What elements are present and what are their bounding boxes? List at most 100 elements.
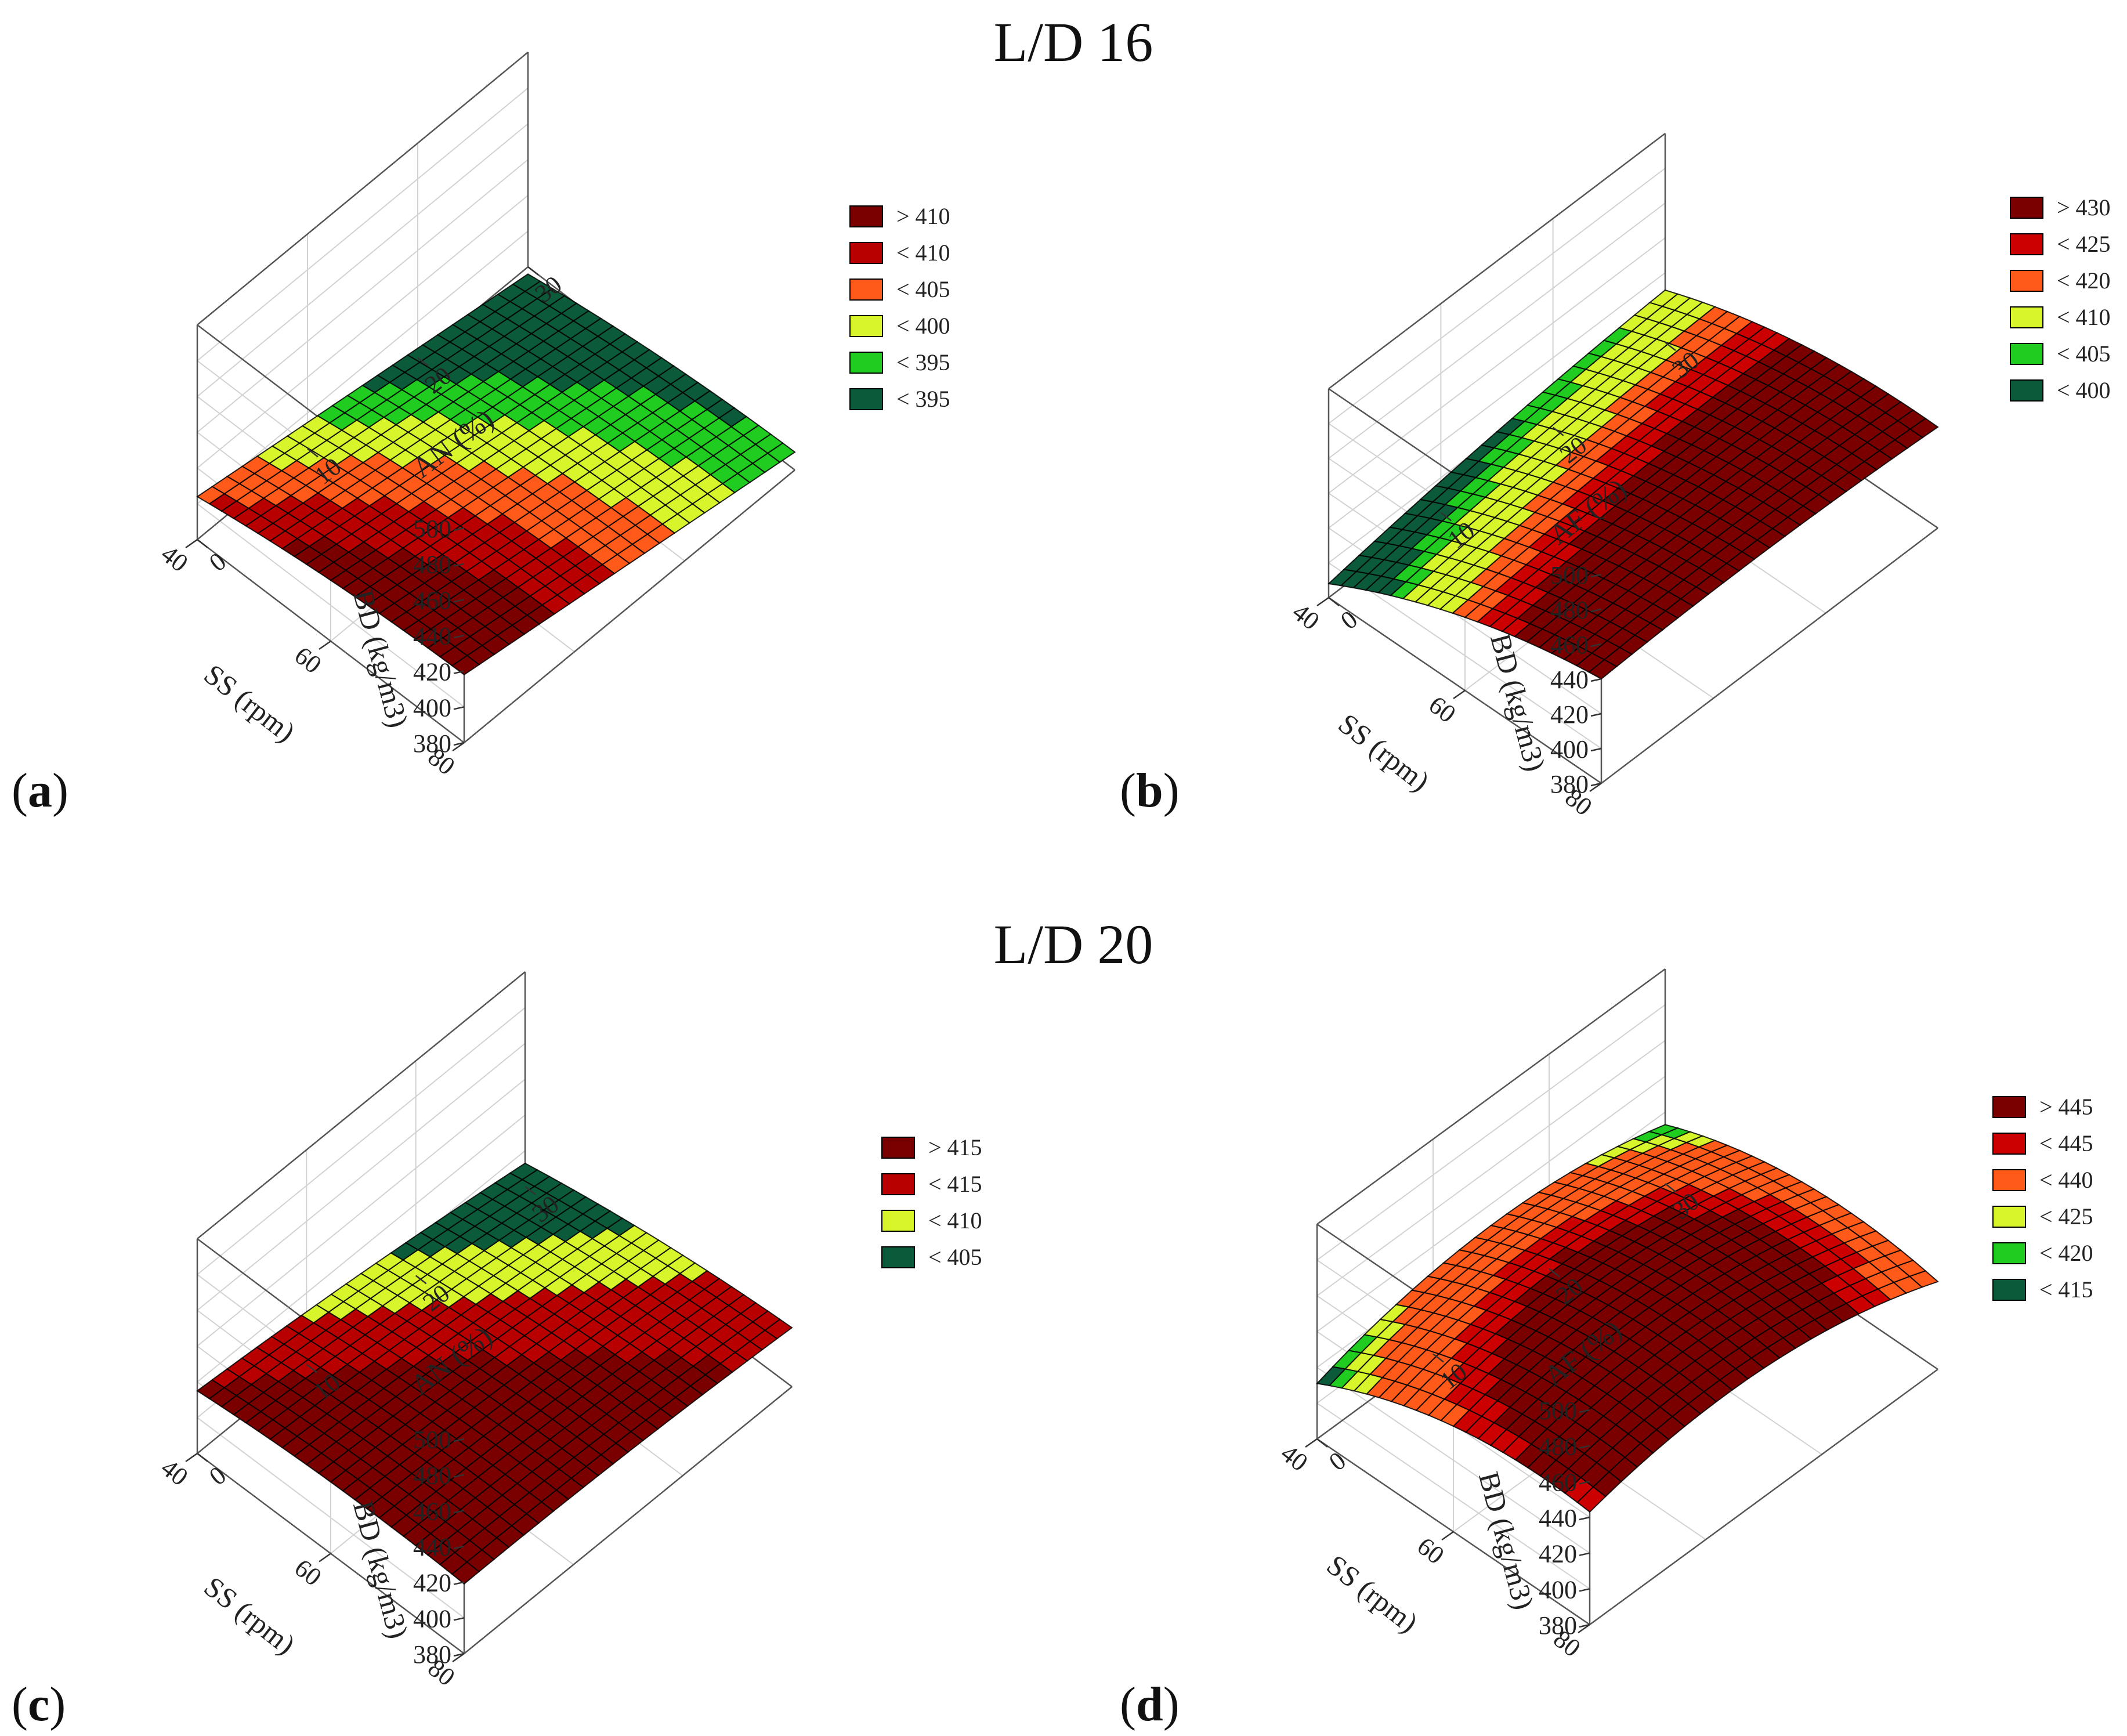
legend-label: < 420: [2057, 267, 2111, 294]
legend-swatch: [849, 388, 883, 410]
z-tick-label: 480: [413, 1462, 451, 1490]
z-tick-label: 420: [413, 1569, 451, 1597]
z-tick-label: 440: [413, 622, 451, 650]
legend-swatch: [2010, 343, 2043, 365]
z-tick-label: 400: [413, 693, 451, 722]
legend-label: < 395: [896, 349, 950, 375]
z-tick-label: 420: [1550, 700, 1589, 729]
legend-swatch: [1992, 1279, 2026, 1301]
y-tick-label: 60: [290, 1553, 327, 1592]
legend-swatch: [1992, 1133, 2026, 1155]
y-tick-label: 40: [156, 1453, 194, 1492]
z-tick-label: 440: [1550, 666, 1589, 694]
legend-swatch: [2010, 379, 2043, 402]
legend-swatch: [849, 352, 883, 374]
legend-swatch: [881, 1173, 915, 1195]
y-axis-label: SS (rpm): [1333, 707, 1436, 798]
z-tick-label: 480: [1550, 596, 1589, 624]
z-tick-label: 400: [1539, 1575, 1577, 1604]
z-tick-label: 500: [1539, 1397, 1577, 1425]
z-tick-label: 380: [413, 729, 451, 758]
z-tick-label: 500: [413, 1426, 451, 1454]
z-tick-label: 380: [413, 1640, 451, 1669]
legend-swatch: [881, 1210, 915, 1232]
legend-label: < 410: [928, 1207, 982, 1234]
panel-letter: (a): [12, 764, 68, 818]
legend-swatch: [881, 1137, 915, 1159]
z-tick-label: 380: [1550, 770, 1589, 798]
z-tick-label: 460: [413, 586, 451, 614]
legend-label: < 400: [896, 313, 950, 339]
legend: > 445 < 445 < 440 < 425 < 420 < 415: [1992, 1094, 2093, 1303]
legend-label: < 415: [928, 1171, 982, 1197]
surface-cell: [509, 1162, 538, 1181]
z-tick-label: 420: [1539, 1540, 1577, 1568]
section-title-ld16: L/D 16: [994, 11, 1153, 73]
panel-letter: (c): [12, 1677, 66, 1731]
z-tick-label: 460: [1550, 631, 1589, 659]
legend-label: < 405: [928, 1244, 982, 1270]
legend-swatch: [2010, 306, 2043, 328]
legend-label: < 405: [896, 276, 950, 302]
legend-swatch: [1992, 1096, 2026, 1118]
z-tick-label: 440: [413, 1533, 451, 1561]
y-tick-label: 40: [156, 540, 194, 578]
z-tick-label: 460: [413, 1497, 451, 1525]
legend-label: < 410: [2057, 304, 2111, 330]
legend: > 415 < 415 < 410 < 405: [881, 1134, 982, 1270]
legend-swatch: [1992, 1206, 2026, 1228]
z-tick-label: 400: [1550, 735, 1589, 764]
surface-cell: [512, 273, 541, 292]
legend-label: < 445: [2039, 1130, 2093, 1156]
z-tick-label: 500: [1550, 561, 1589, 589]
y-tick-label: 60: [1412, 1532, 1450, 1570]
legend-swatch: [2010, 270, 2043, 292]
legend-label: > 430: [2057, 194, 2111, 220]
z-tick-label: 400: [413, 1604, 451, 1633]
legend-label: > 415: [928, 1134, 982, 1160]
legend-swatch: [849, 279, 883, 301]
legend-label: > 445: [2039, 1094, 2093, 1120]
legend-swatch: [881, 1246, 915, 1268]
y-tick-label: 40: [1287, 598, 1325, 636]
response-surface: [196, 273, 796, 676]
legend-swatch: [2010, 197, 2043, 219]
y-tick-label: 40: [1276, 1439, 1314, 1477]
z-tick-label: 420: [413, 658, 451, 686]
z-tick-label: 460: [1539, 1468, 1577, 1496]
legend-swatch: [1992, 1242, 2026, 1264]
legend-swatch: [2010, 233, 2043, 255]
legend-label: < 425: [2039, 1203, 2093, 1229]
surface-cell: [1648, 289, 1679, 308]
legend-label: < 420: [2039, 1240, 2093, 1266]
z-tick-label: 380: [1539, 1611, 1577, 1640]
y-axis-label: SS (rpm): [198, 658, 302, 748]
legend-swatch: [849, 315, 883, 337]
z-tick-label: 440: [1539, 1504, 1577, 1532]
section-title-ld20: L/D 20: [994, 913, 1153, 975]
legend-label: > 410: [896, 203, 950, 229]
legend-label: < 440: [2039, 1167, 2093, 1193]
legend-swatch: [849, 205, 883, 227]
z-tick-label: 480: [413, 551, 451, 579]
legend-label: < 410: [896, 240, 950, 266]
legend: > 430 < 425 < 420 < 410 < 405 < 400: [2010, 194, 2111, 403]
legend-label: < 405: [2057, 341, 2111, 367]
response-surface: [196, 1162, 793, 1585]
panel-letter: (b): [1120, 764, 1180, 818]
surface-cell: [1647, 1124, 1680, 1135]
z-tick-label: 500: [413, 515, 451, 543]
legend-label: < 415: [2039, 1276, 2093, 1303]
response-surface: [1327, 289, 1939, 680]
panel-letter: (d): [1120, 1677, 1180, 1731]
y-axis-label: SS (rpm): [1321, 1549, 1424, 1639]
y-tick-label: 60: [1424, 690, 1462, 729]
legend-label: < 425: [2057, 231, 2111, 257]
response-surface: [1315, 1124, 1939, 1513]
